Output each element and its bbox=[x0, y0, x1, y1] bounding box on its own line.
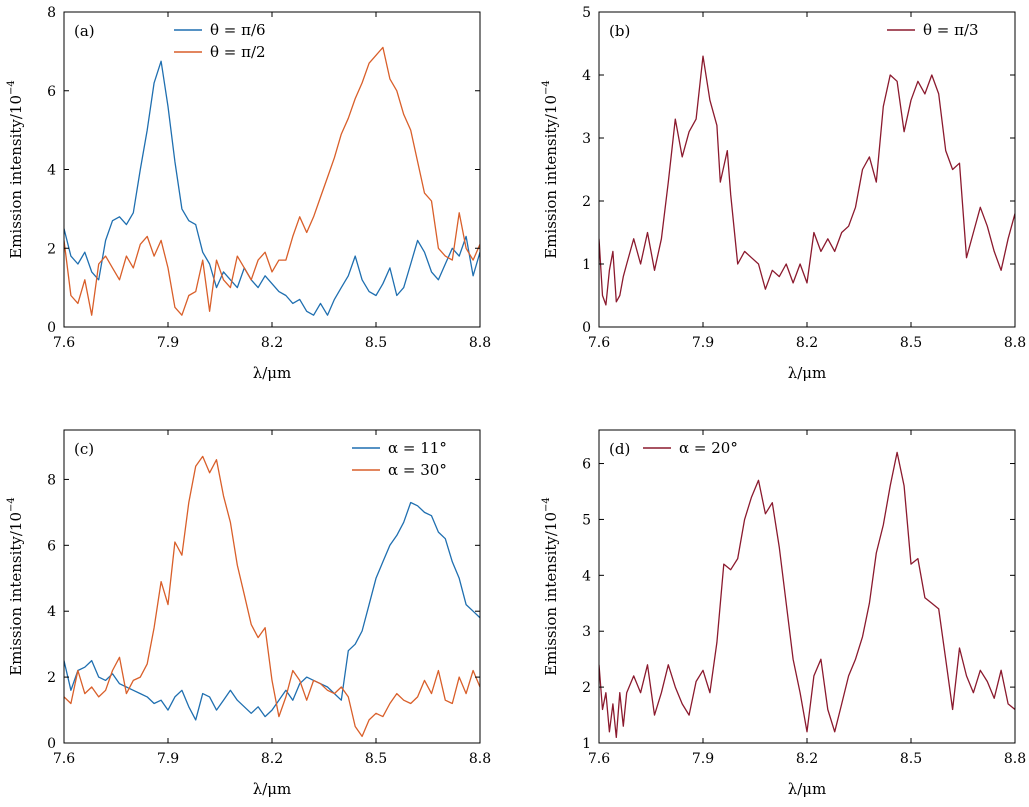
x-tick-label: 8.2 bbox=[796, 751, 818, 767]
x-axis-label: λ/μm bbox=[788, 780, 827, 798]
x-tick-label: 8.5 bbox=[365, 335, 387, 351]
y-tick-label: 6 bbox=[582, 457, 591, 473]
legend: θ = π/6 θ = π/2 bbox=[174, 21, 266, 61]
legend-label: α = 11° bbox=[388, 439, 447, 457]
y-tick-label: 1 bbox=[582, 736, 591, 752]
y-axis-label-exponent: −4 bbox=[6, 497, 17, 512]
y-axis-label: Emission intensity/10−4 bbox=[541, 497, 560, 676]
y-tick-label: 5 bbox=[582, 512, 591, 528]
y-tick-label: 3 bbox=[582, 131, 591, 147]
x-tick-label: 7.9 bbox=[157, 751, 179, 767]
y-axis-label-base: Emission intensity/10 bbox=[7, 512, 25, 676]
y-tick-label: 6 bbox=[47, 84, 56, 100]
series-line-1 bbox=[599, 451, 1015, 739]
x-axis-label: λ/μm bbox=[253, 780, 292, 798]
y-axis-label-exponent: −4 bbox=[541, 497, 552, 512]
y-tick-label: 4 bbox=[47, 163, 56, 179]
series-line-2 bbox=[64, 46, 480, 316]
y-tick-label: 2 bbox=[582, 680, 591, 696]
chart-panel-4: 7.6 7.9 8.2 8.5 8.8 1 2 3 4 5 6 λ/μm Emission intens… bbox=[541, 429, 1026, 798]
series-line-1 bbox=[599, 55, 1015, 306]
y-axis-label: Emission intensity/10−4 bbox=[6, 80, 25, 259]
plot-frame bbox=[598, 429, 1016, 744]
x-tick-label: 8.2 bbox=[261, 335, 283, 351]
x-tick-label: 8.2 bbox=[796, 335, 818, 351]
y-axis-label-exponent: −4 bbox=[541, 80, 552, 95]
y-tick-label: 4 bbox=[582, 68, 591, 84]
x-tick-label: 8.8 bbox=[1004, 335, 1026, 351]
legend: α = 20° bbox=[643, 439, 738, 457]
y-axis-label-base: Emission intensity/10 bbox=[542, 512, 560, 676]
legend-label: θ = π/2 bbox=[210, 43, 266, 61]
legend-label: α = 30° bbox=[388, 461, 447, 479]
x-tick-label: 8.8 bbox=[1004, 751, 1026, 767]
legend: θ = π/3 bbox=[887, 21, 979, 39]
x-tick-label: 7.6 bbox=[588, 751, 610, 767]
y-tick-label: 2 bbox=[582, 194, 591, 210]
x-tick-label: 8.2 bbox=[261, 751, 283, 767]
y-tick-label: 4 bbox=[47, 604, 56, 620]
x-tick-label: 7.6 bbox=[53, 751, 75, 767]
x-tick-label: 8.5 bbox=[900, 335, 922, 351]
y-axis-label: Emission intensity/10−4 bbox=[6, 497, 25, 676]
x-tick-label: 8.8 bbox=[469, 335, 491, 351]
y-tick-label: 0 bbox=[47, 736, 56, 752]
panel-label: (a) bbox=[74, 22, 95, 40]
x-tick-label: 7.6 bbox=[53, 335, 75, 351]
panel-label: (c) bbox=[74, 440, 94, 458]
y-tick-label: 4 bbox=[582, 568, 591, 584]
x-axis-label: λ/μm bbox=[788, 364, 827, 382]
series-line-1 bbox=[64, 501, 480, 721]
x-tick-label: 7.9 bbox=[692, 751, 714, 767]
chart-panel-3: 7.6 7.9 8.2 8.5 8.8 0 2 4 6 8 λ/μm Emission intensi… bbox=[6, 429, 491, 798]
series-line-2 bbox=[64, 455, 480, 738]
x-tick-label: 8.5 bbox=[900, 751, 922, 767]
y-axis-label-base: Emission intensity/10 bbox=[7, 95, 25, 259]
plot-frame bbox=[63, 11, 481, 328]
series-line-1 bbox=[64, 60, 480, 316]
x-tick-label: 7.9 bbox=[692, 335, 714, 351]
y-tick-label: 0 bbox=[47, 320, 56, 336]
legend-label: α = 20° bbox=[679, 439, 738, 457]
legend-label: θ = π/3 bbox=[923, 21, 979, 39]
chart-panel-2: 7.6 7.9 8.2 8.5 8.8 0 1 2 3 4 5 λ/μm Emission intens… bbox=[541, 5, 1026, 382]
y-tick-label: 2 bbox=[47, 241, 56, 257]
y-tick-label: 8 bbox=[47, 472, 56, 488]
y-axis-label-base: Emission intensity/10 bbox=[542, 95, 560, 259]
x-tick-label: 7.9 bbox=[157, 335, 179, 351]
y-tick-label: 1 bbox=[582, 257, 591, 273]
chart-panel-1: 7.6 7.9 8.2 8.5 8.8 0 2 4 6 8 λ/μm Emission intensi… bbox=[6, 5, 491, 382]
x-tick-label: 8.5 bbox=[365, 751, 387, 767]
x-tick-label: 8.8 bbox=[469, 751, 491, 767]
y-tick-label: 8 bbox=[47, 5, 56, 21]
y-tick-label: 5 bbox=[582, 5, 591, 21]
legend-label: θ = π/6 bbox=[210, 21, 266, 39]
panel-label: (d) bbox=[609, 440, 630, 458]
y-tick-label: 0 bbox=[582, 320, 591, 336]
legend: α = 11° α = 30° bbox=[352, 439, 447, 479]
y-tick-label: 3 bbox=[582, 624, 591, 640]
x-axis-label: λ/μm bbox=[253, 364, 292, 382]
panel-label: (b) bbox=[609, 22, 630, 40]
y-axis-label-exponent: −4 bbox=[6, 80, 17, 95]
y-tick-label: 6 bbox=[47, 538, 56, 554]
y-tick-label: 2 bbox=[47, 670, 56, 686]
x-tick-label: 7.6 bbox=[588, 335, 610, 351]
y-axis-label: Emission intensity/10−4 bbox=[541, 80, 560, 259]
